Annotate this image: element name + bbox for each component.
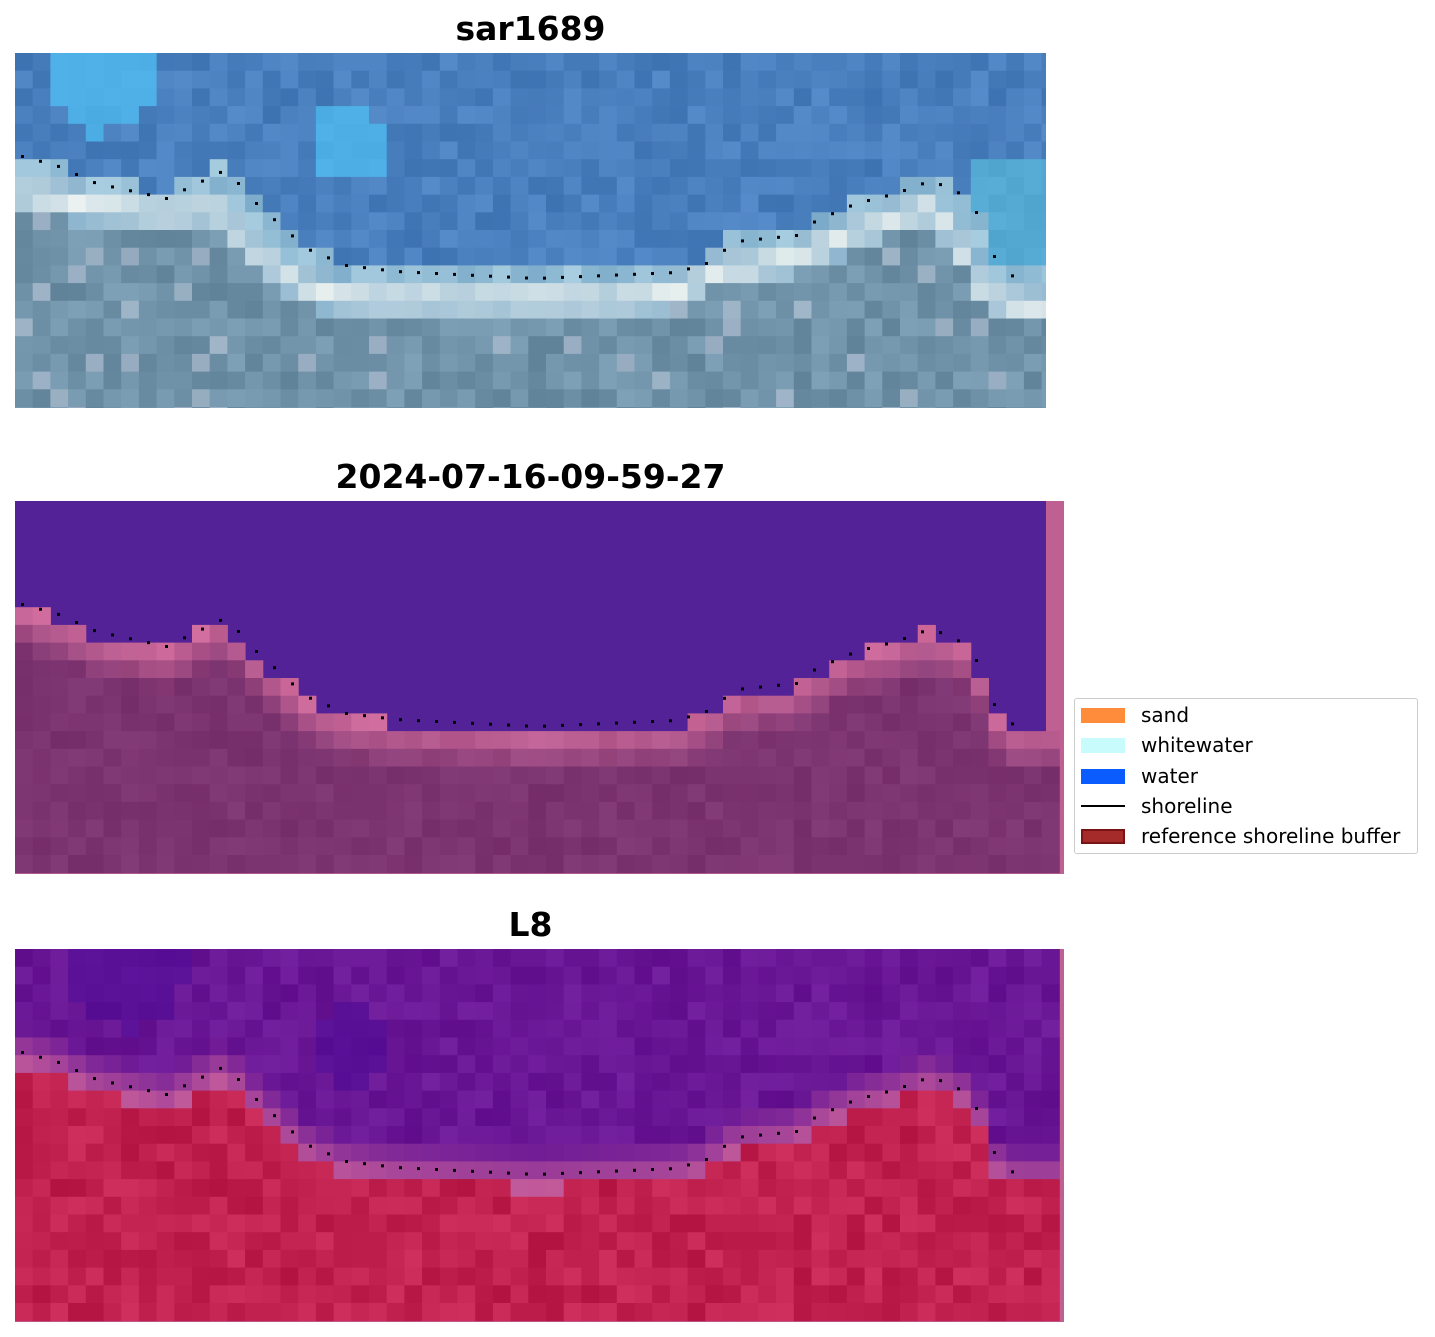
water-swatch [1081, 768, 1125, 784]
legend-label-whitewater: whitewater [1141, 733, 1253, 757]
land-class-pixels [15, 607, 1060, 874]
legend-label-reference-buffer: reference shoreline buffer [1141, 824, 1401, 848]
legend-item-sand: sand [1081, 703, 1190, 727]
index-pixels [15, 949, 1060, 1322]
reference-buffer-swatch [1081, 828, 1125, 844]
shoreline-dots [21, 155, 1014, 280]
legend-label-water: water [1141, 764, 1198, 788]
panel-title-classification: 2024-07-16-09-59-27 [335, 457, 726, 496]
classification-image [15, 501, 1064, 874]
legend-label-shoreline: shoreline [1141, 794, 1233, 818]
legend: sand whitewater water shoreline referenc… [1074, 698, 1418, 854]
rgb-pixels [15, 53, 1046, 408]
panel-title-rgb: sar1689 [455, 9, 606, 48]
legend-item-water: water [1081, 764, 1198, 788]
shoreline-line-swatch [1081, 805, 1125, 807]
legend-label-sand: sand [1141, 703, 1190, 727]
sand-swatch [1081, 707, 1125, 723]
legend-item-reference-buffer: reference shoreline buffer [1081, 824, 1401, 848]
legend-item-whitewater: whitewater [1081, 733, 1253, 757]
whitewater-swatch [1081, 737, 1125, 753]
rgb-image-panel [15, 53, 1046, 408]
classification-panel [15, 501, 1064, 874]
shoreline-dots [21, 1051, 1014, 1176]
index-image [15, 949, 1064, 1322]
legend-item-shoreline: shoreline [1081, 794, 1233, 818]
panel-title-index: L8 [508, 905, 553, 944]
index-panel [15, 949, 1064, 1322]
rgb-image [15, 53, 1046, 408]
shoreline-dots [21, 603, 1014, 728]
